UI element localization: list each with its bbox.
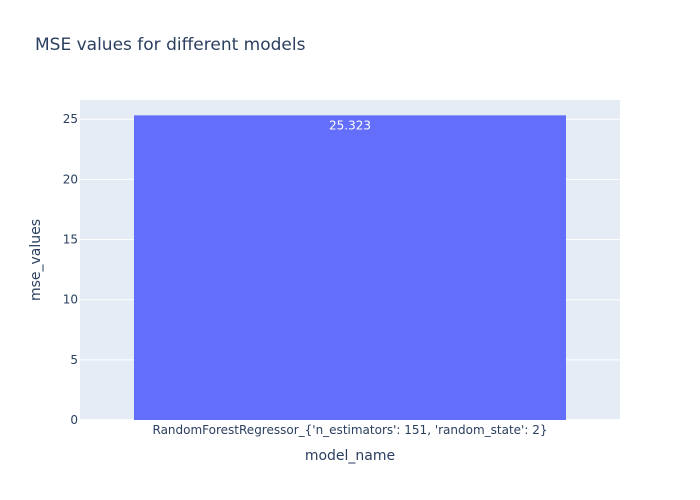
bars: 25.323 (134, 115, 566, 421)
y-tick-label: 15 (63, 233, 78, 247)
x-tick-label: RandomForestRegressor_{'n_estimators': 1… (153, 423, 548, 437)
x-axis-ticks: RandomForestRegressor_{'n_estimators': 1… (153, 423, 548, 437)
y-tick-label: 5 (70, 353, 78, 367)
y-tick-label: 20 (63, 172, 78, 186)
y-tick-label: 25 (63, 112, 78, 126)
y-axis-title: mse_values (28, 219, 44, 301)
chart-title: MSE values for different models (35, 35, 306, 55)
y-tick-label: 0 (70, 413, 78, 427)
y-axis-ticks: 0 5 10 15 20 25 (63, 112, 78, 427)
bar (134, 115, 566, 421)
bar-data-label: 25.323 (329, 118, 371, 132)
x-axis-title: model_name (305, 448, 395, 464)
y-tick-label: 10 (63, 293, 78, 307)
